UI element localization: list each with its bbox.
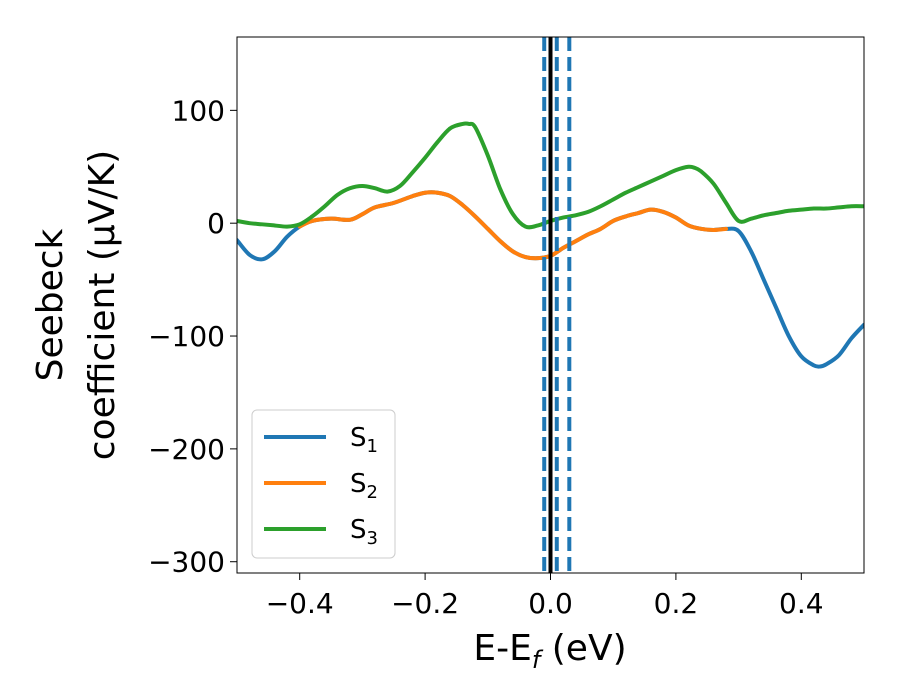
x-axis: −0.4 −0.2 0.0 0.2 0.4	[266, 573, 824, 620]
y-axis-label: Seebeck coefficient (μV/K)	[30, 150, 123, 460]
legend-label-s1: S1	[350, 423, 378, 457]
y-axis: −300 −200 −100 0 100	[148, 94, 237, 579]
series-line-s2	[297, 190, 729, 261]
y-tick-label: 0	[207, 207, 225, 240]
legend-label-s2: S2	[350, 469, 378, 503]
x-tick-label: −0.2	[391, 587, 459, 620]
x-tick-label: 0.0	[528, 587, 573, 620]
x-axis-label: E-Ef (eV)	[473, 628, 626, 674]
y-axis-label-line2: coefficient (μV/K)	[82, 150, 123, 460]
y-tick-label: −100	[148, 320, 225, 353]
x-tick-label: 0.4	[779, 587, 824, 620]
legend-label-s3: S3	[350, 515, 378, 549]
x-tick-label: 0.2	[654, 587, 699, 620]
y-tick-label: −300	[148, 546, 225, 579]
x-tick-label: −0.4	[266, 587, 334, 620]
y-tick-label: 100	[172, 94, 225, 127]
y-tick-label: −200	[148, 433, 225, 466]
vline-layer	[542, 37, 572, 573]
legend: S1 S2 S3	[251, 409, 396, 559]
y-axis-label-line1: Seebeck	[30, 228, 71, 381]
